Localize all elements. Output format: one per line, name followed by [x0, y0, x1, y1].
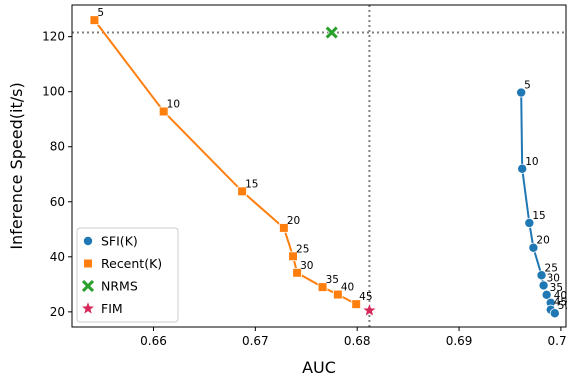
- sfi-k-point-label: 15: [532, 210, 545, 222]
- recent-k-point-10: [158, 106, 169, 117]
- legend-marker-sfi-k: [83, 235, 94, 246]
- sfi-k-point-label: 5: [524, 80, 531, 92]
- sfi-k-point-label: 25: [545, 262, 558, 274]
- y-tick-label: 120: [42, 30, 65, 44]
- series-layer: [89, 15, 560, 319]
- sfi-k-point-20: [528, 242, 539, 253]
- y-tick-label: 60: [50, 195, 65, 209]
- x-tick-label: 0.67: [242, 334, 269, 348]
- legend-label-fim: FIM: [101, 301, 123, 316]
- recent-k-point-label: 10: [167, 99, 180, 111]
- recent-k-point-label: 20: [287, 215, 300, 227]
- recent-k-point-20: [279, 223, 289, 233]
- legend-frame: [76, 227, 179, 323]
- plot-frame: [71, 4, 567, 328]
- sfi-k-point-5: [516, 87, 527, 98]
- y-tick-label: 40: [50, 250, 65, 264]
- x-tick-label: 0.68: [344, 334, 371, 348]
- recent-k-point-30: [292, 267, 302, 278]
- y-axis-ticks: 20 40 60 80 100 120: [42, 30, 72, 319]
- y-tick-label: 20: [50, 305, 65, 319]
- nrms-point-value: [324, 25, 339, 40]
- sfi-k-point-label: 45: [554, 297, 567, 309]
- legend-label-nrms: NRMS: [101, 279, 138, 294]
- series-sfi-k: [516, 87, 560, 319]
- recent-k-point-5: [89, 15, 100, 25]
- recent-k-point-45: [351, 299, 361, 309]
- legend-label-sfi-k: SFI(K): [101, 234, 138, 249]
- series-recent-k: [89, 15, 361, 309]
- sfi-k-point-label: 40: [554, 290, 567, 302]
- sfi-k-point-label: 30: [547, 272, 560, 284]
- point-labels: 510152025303540455051015202530354045: [97, 7, 567, 312]
- x-axis-label: AUC: [302, 358, 336, 377]
- x-tick-label: 0.66: [140, 334, 167, 348]
- sfi-k-point-10: [517, 163, 528, 174]
- recent-k-point-15: [237, 186, 247, 197]
- legend-marker-recent-k: [83, 258, 93, 269]
- series-nrms: [324, 25, 339, 40]
- sfi-k-point-15: [524, 217, 535, 228]
- y-tick-label: 80: [50, 140, 65, 154]
- sfi-k-point-label: 35: [550, 282, 563, 294]
- reference-lines: [72, 5, 566, 327]
- recent-k-point-label: 15: [245, 178, 258, 190]
- sfi-k-point-35: [541, 289, 552, 300]
- recent-k-point-label: 45: [359, 291, 372, 303]
- sfi-k-point-label: 20: [536, 235, 549, 247]
- recent-k-point-25: [288, 251, 298, 262]
- series-fim: [361, 302, 378, 318]
- recent-k-point-label: 40: [341, 282, 354, 294]
- recent-k-point-label: 25: [296, 243, 309, 255]
- recent-k-point-35: [317, 282, 328, 292]
- x-axis-ticks: 0.66 0.67 0.68 0.69 0.70: [140, 327, 567, 348]
- legend-marker-fim: [80, 300, 96, 316]
- legend: SFI(K) Recent(K) NRMS FIM: [76, 227, 179, 323]
- legend-marker-nrms: [81, 279, 95, 293]
- y-axis-label: Inference Speed(it/s): [7, 82, 26, 249]
- recent-k-point-40: [333, 289, 343, 300]
- y-tick-label: 100: [42, 85, 65, 99]
- sfi-k-point-25: [536, 270, 547, 281]
- recent-k-point-label: 35: [326, 274, 339, 286]
- recent-k-point-label: 30: [300, 260, 313, 272]
- fim-point-value: [361, 302, 378, 318]
- x-tick-label: 0.69: [446, 334, 473, 348]
- sfi-k-point-label: 10: [525, 156, 538, 168]
- x-tick-label: 0.70: [548, 334, 567, 348]
- legend-label-recent-k: Recent(K): [101, 256, 162, 271]
- sfi-k-point-label: 50: [558, 300, 567, 312]
- recent-k-point-label: 5: [97, 7, 104, 19]
- sfi-k-point-30: [538, 280, 549, 291]
- sfi-k-point-50: [549, 308, 560, 319]
